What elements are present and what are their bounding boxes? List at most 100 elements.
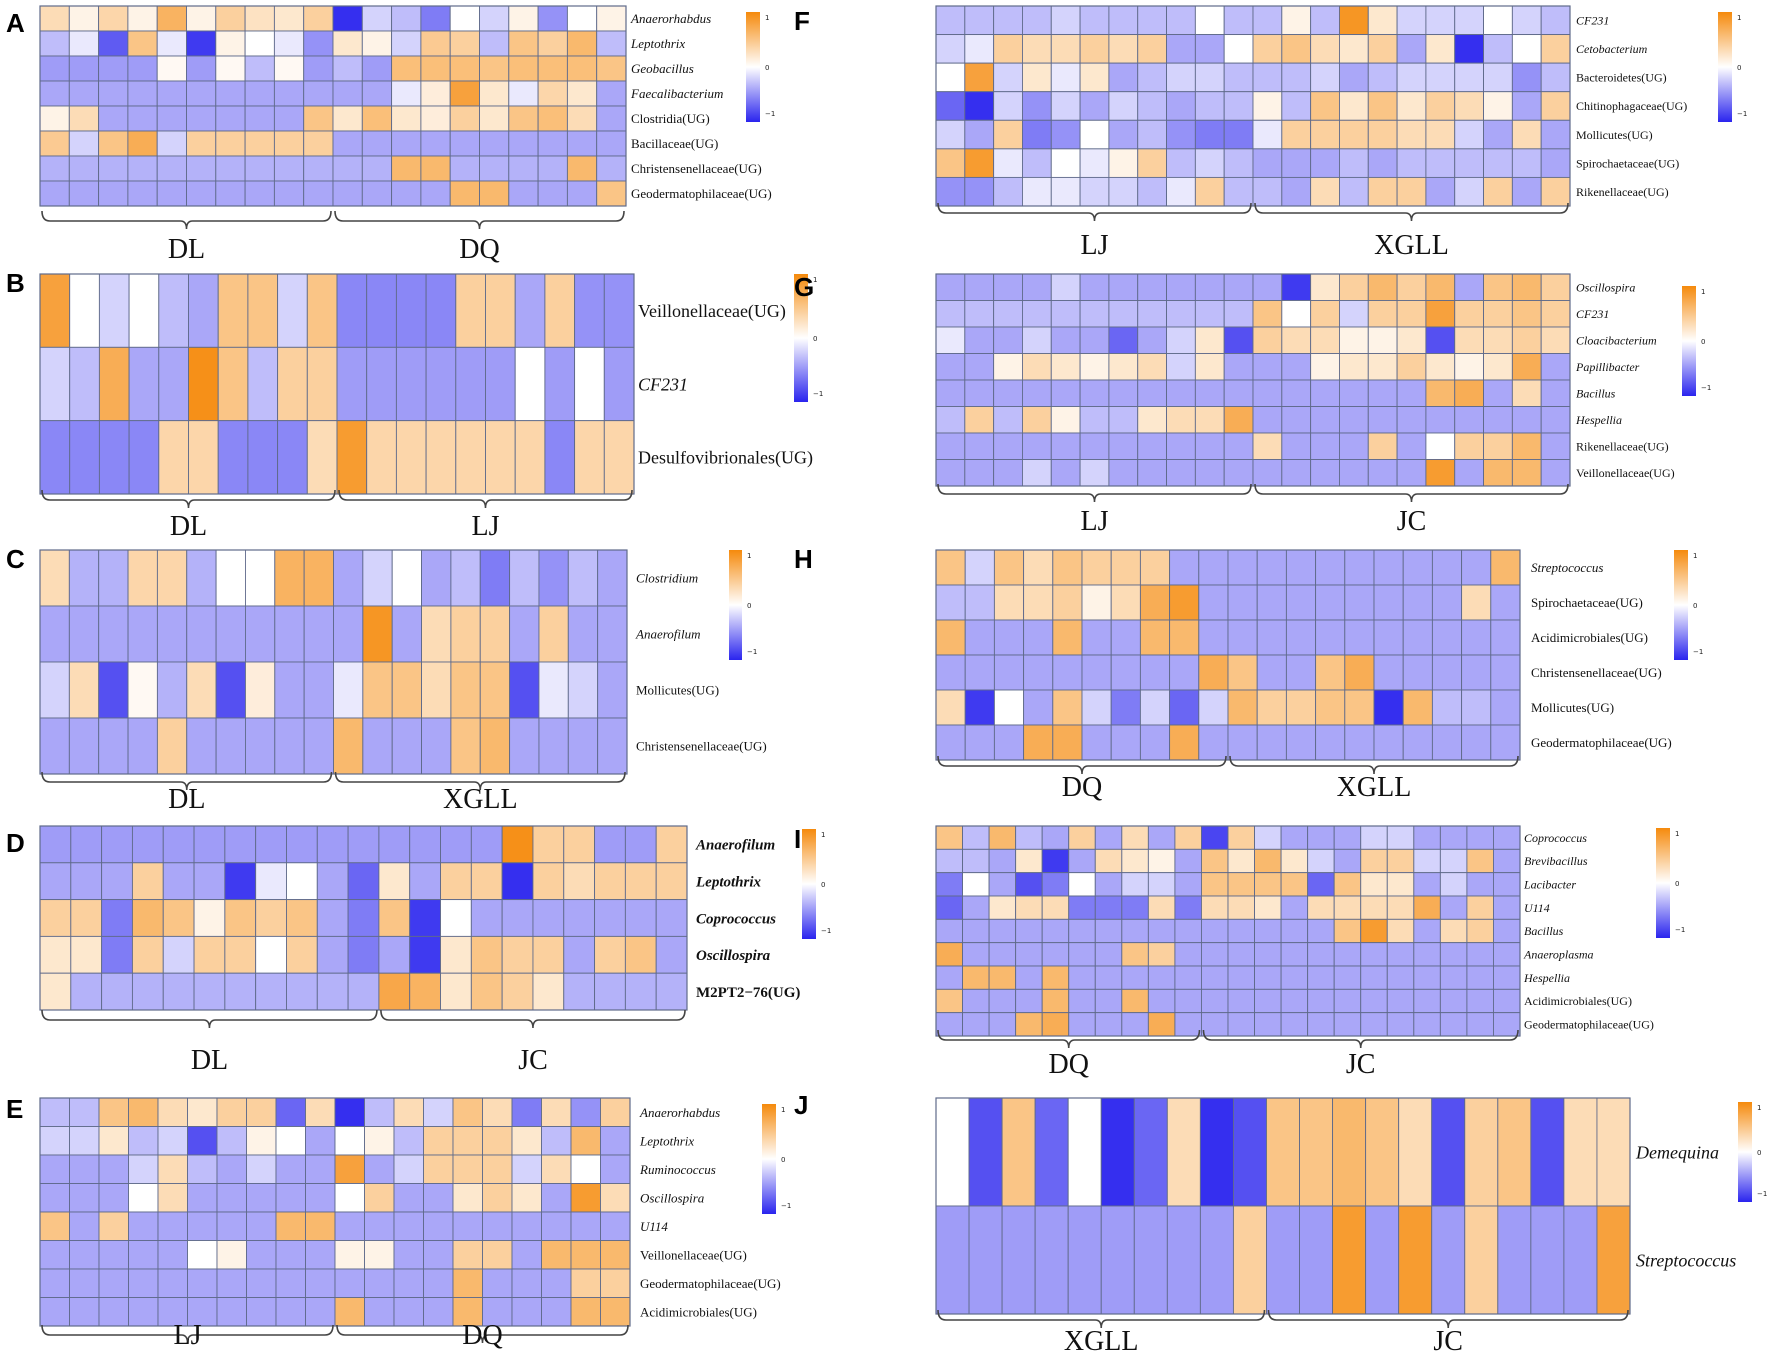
heatmap-cell	[246, 1126, 277, 1156]
heatmap-cell	[1307, 918, 1335, 944]
row-label: Brevibacillus	[1524, 854, 1588, 868]
heatmap-cell	[935, 918, 963, 944]
heatmap-cell	[1431, 689, 1463, 726]
heatmap-cell	[391, 605, 423, 663]
heatmap-cell	[1137, 176, 1167, 207]
heatmap-cell	[1227, 942, 1255, 967]
heatmap-cell	[215, 30, 246, 57]
heatmap-cell	[1252, 5, 1283, 36]
heatmap-cell	[1511, 432, 1542, 460]
heatmap-cell	[215, 130, 246, 157]
heatmap-cell	[993, 148, 1023, 178]
heatmap-cell	[156, 30, 187, 57]
panel-letter: A	[6, 8, 25, 38]
heatmap-cell	[420, 55, 451, 82]
heatmap-cell	[409, 825, 441, 864]
heatmap-cell	[455, 273, 486, 348]
row-label: Geodermatophilaceae(UG)	[1531, 735, 1672, 750]
heatmap-cell	[187, 1126, 218, 1156]
heatmap-cell	[1540, 326, 1571, 354]
heatmap-cell	[1360, 918, 1388, 944]
heatmap-cell	[1166, 34, 1196, 64]
heatmap-cell	[452, 1183, 483, 1213]
heatmap-cell	[1139, 689, 1171, 726]
heatmap-cell	[1280, 988, 1309, 1014]
heatmap-frame	[935, 5, 1571, 207]
heatmap-cell	[193, 972, 226, 1011]
heatmap-cell	[594, 899, 626, 937]
heatmap-cell	[1280, 942, 1309, 967]
heatmap-cell	[1147, 872, 1176, 897]
heatmap-cell	[244, 130, 275, 157]
heatmap-cell	[305, 1097, 336, 1127]
heatmap-cell	[1137, 459, 1167, 487]
heatmap-cell	[1454, 62, 1484, 93]
legend-tick-label: 1	[1757, 1104, 1761, 1112]
heatmap-cell	[286, 972, 318, 1011]
heatmap-cell	[452, 1097, 483, 1127]
heatmap-cell	[101, 899, 133, 937]
heatmap-cell	[479, 30, 510, 57]
heatmap-cell	[361, 5, 393, 32]
heatmap-cell	[574, 346, 605, 422]
heatmap-cell	[544, 273, 576, 348]
heatmap-cell	[1223, 300, 1254, 328]
heatmap-cell	[1174, 825, 1202, 850]
heatmap-panel-g: G Oscillospira CF231 Cloacibacterium Papilli…	[794, 272, 1711, 537]
heatmap-cell	[1108, 62, 1139, 93]
group-bracket	[41, 771, 333, 791]
heatmap-cell	[98, 55, 129, 82]
heatmap-cell	[1511, 148, 1542, 178]
heatmap-cell	[1454, 34, 1484, 64]
heatmap-cell	[1307, 1012, 1335, 1037]
heatmap-cell	[246, 1097, 277, 1127]
heatmap-cell	[393, 1268, 424, 1298]
group-label: DL	[170, 511, 207, 542]
heatmap-cell	[993, 619, 1025, 656]
legend-tick-label: −1	[765, 110, 775, 118]
heatmap-cell	[1194, 406, 1225, 434]
heatmap-cell	[305, 1126, 336, 1156]
heatmap-cell	[1396, 459, 1427, 487]
heatmap-cell	[156, 549, 188, 607]
heatmap-cell	[1252, 326, 1283, 354]
heatmap-cells	[39, 825, 688, 1011]
heatmap-cell	[361, 155, 393, 182]
heatmap-cell	[39, 55, 70, 82]
heatmap-cell	[1540, 353, 1571, 381]
heatmap-cell	[1338, 34, 1369, 64]
heatmap-cell	[187, 1211, 218, 1241]
heatmap-cell	[101, 972, 133, 1011]
heatmap-cell	[1194, 148, 1225, 178]
heatmap-cell	[39, 605, 70, 663]
heatmap-cell	[541, 1126, 572, 1156]
heatmap-cell	[1413, 965, 1441, 990]
heatmap-cell	[423, 1183, 454, 1213]
panel-letter: J	[794, 1090, 808, 1120]
heatmap-cell	[1139, 654, 1171, 691]
heatmap-cell	[1333, 825, 1362, 850]
heatmap-cell	[1285, 584, 1317, 621]
heatmap-cell	[1490, 724, 1521, 761]
heatmap-cell	[39, 1211, 70, 1241]
heatmap-cell	[1052, 584, 1083, 621]
heatmap-cell	[603, 273, 635, 348]
heatmap-cell	[1367, 176, 1398, 207]
heatmap-cell	[393, 1183, 424, 1213]
heatmap-cell	[244, 661, 276, 719]
heatmap-cell	[364, 1240, 395, 1270]
heatmap-cell	[1252, 273, 1283, 301]
heatmap-cell	[216, 1126, 247, 1156]
heatmap-cell	[1281, 353, 1312, 381]
heatmap-cell	[1108, 432, 1139, 460]
heatmap-cell	[1367, 326, 1398, 354]
heatmap-cell	[1367, 62, 1398, 93]
heatmap-cell	[156, 5, 187, 32]
heatmap-cell	[1068, 848, 1096, 874]
heatmap-cell	[98, 155, 129, 182]
heatmap-cell	[423, 1126, 454, 1156]
heatmap-cell	[508, 5, 539, 32]
heatmap-cell	[244, 80, 275, 107]
heatmap-cell	[538, 549, 569, 607]
heatmap-cell	[1169, 549, 1200, 586]
